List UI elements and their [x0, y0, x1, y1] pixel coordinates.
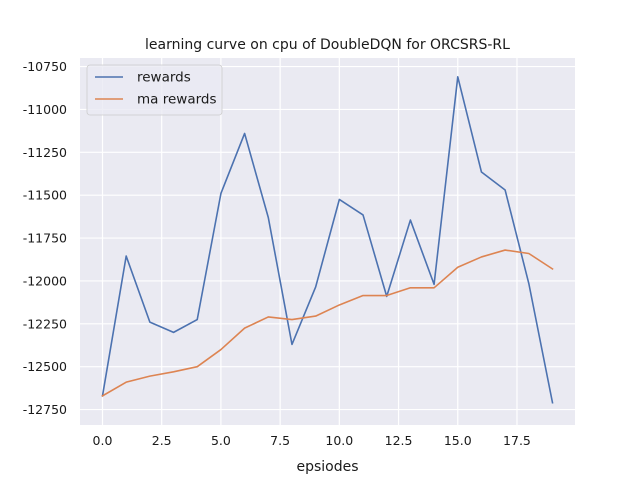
y-tick-label: -12500: [23, 359, 67, 374]
y-tick-label: -11000: [23, 102, 67, 117]
x-tick-label: 2.5: [152, 433, 172, 448]
y-axis-ticks: -12750 -12500 -12250 -12000 -11750 -11500 -112…: [23, 59, 67, 417]
x-axis-label: epsiodes: [296, 459, 358, 475]
x-tick-label: 12.5: [385, 433, 413, 448]
x-tick-label: 7.5: [270, 433, 290, 448]
y-tick-label: -12250: [23, 316, 67, 331]
legend-label-ma-rewards: ma rewards: [137, 92, 217, 108]
x-tick-label: 17.5: [503, 433, 531, 448]
x-axis-ticks: 0.0 2.5 5.0 7.5 10.0 12.5 15.0 17.5: [93, 433, 531, 448]
series-lines: [101, 76, 554, 404]
x-tick-label: 0.0: [93, 433, 113, 448]
y-tick-label: -11500: [23, 188, 67, 203]
y-tick-label: -12750: [23, 402, 67, 417]
legend: rewards ma rewards: [86, 64, 223, 116]
y-tick-label: -12000: [23, 273, 67, 288]
chart-title: learning curve on cpu of DoubleDQN for O…: [145, 37, 510, 53]
x-tick-label: 10.0: [325, 433, 353, 448]
grid: [80, 58, 575, 425]
legend-label-rewards: rewards: [137, 70, 191, 86]
y-tick-label: -11750: [23, 231, 67, 246]
y-tick-label: -11250: [23, 145, 67, 160]
y-tick-label: -10750: [23, 59, 67, 74]
x-tick-label: 15.0: [444, 433, 472, 448]
series-line-ma-rewards: [101, 249, 554, 397]
series-line-rewards: [101, 76, 554, 404]
x-tick-label: 5.0: [211, 433, 231, 448]
